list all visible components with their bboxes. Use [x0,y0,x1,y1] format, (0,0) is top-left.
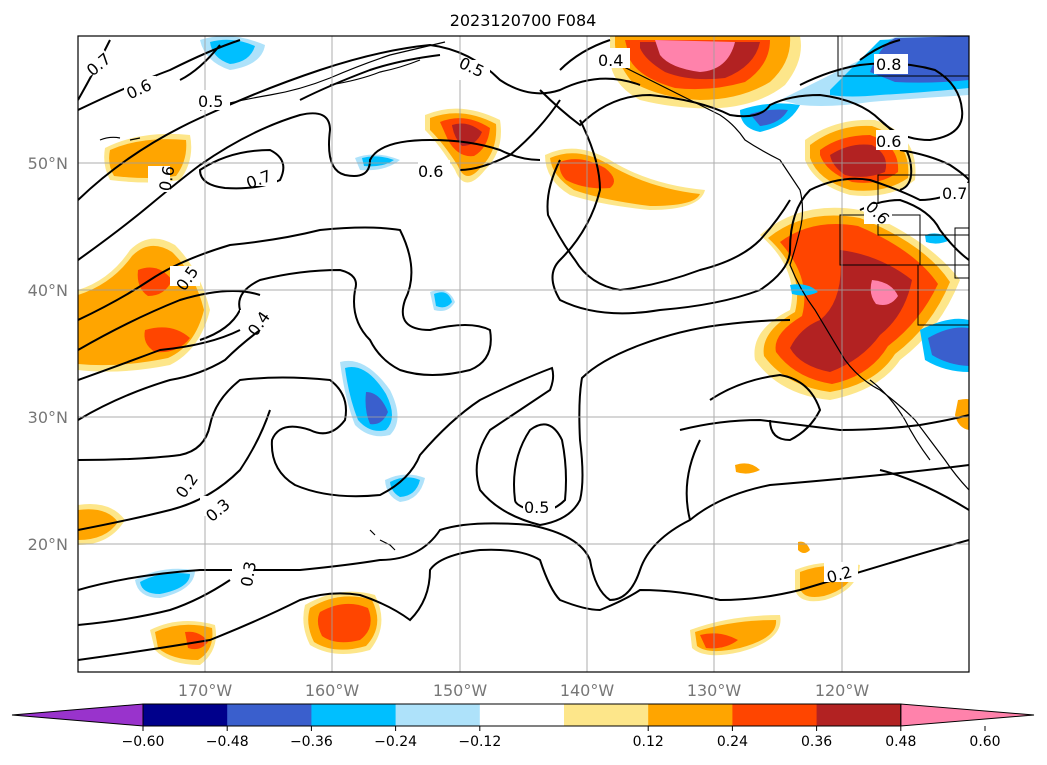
colorbar: −0.60 −0.48 −0.36 −0.24 −0.12 0.12 0.24 0.36 0.4… [11,703,1035,750]
contour-label: 0.5 [198,92,223,111]
colorbar-segment [143,704,228,726]
lon-label: 160°W [305,681,360,700]
colorbar-tick-label: −0.12 [458,734,501,750]
lon-label: 120°W [815,681,870,700]
lat-label: 30°N [28,408,68,427]
contour-lines [78,39,969,661]
latitude-labels: 50°N 40°N 30°N 20°N [28,154,68,554]
contour-label: 0.3 [237,560,260,588]
figure-title: 2023120700 F084 [450,11,597,30]
colorbar-segment [395,704,481,726]
colorbar-segment [816,704,902,726]
colorbar-tick-label: −0.24 [374,734,417,750]
lon-label: 140°W [560,681,615,700]
colorbar-tick-label: 0.24 [717,734,748,750]
contour-label: 0.6 [418,162,443,181]
colorbar-segment [564,704,649,726]
longitude-labels: 170°W 160°W 150°W 140°W 130°W 120°W [178,681,870,700]
colorbar-tick-label: 0.36 [801,734,832,750]
colorbar-tick-label: −0.36 [290,734,333,750]
colorbar-segment [732,704,818,726]
colorbar-tick-label: −0.60 [122,734,165,750]
lon-label: 170°W [178,681,233,700]
contour-label: 0.8 [876,55,901,74]
colorbar-segment [479,704,565,726]
colorbar-outline [142,703,902,727]
colorbar-tick-label: 0.12 [633,734,664,750]
contour-label: 0.7 [942,184,967,203]
map-content: 0.7 0.6 0.5 0.5 0.6 0.7 0.6 0.5 0.4 0.4 … [78,36,969,672]
colorbar-segment [311,704,397,726]
lon-label: 150°W [433,681,488,700]
contour-label: 0.6 [155,164,178,192]
map-border [77,35,970,673]
contour-label-group: 0.7 0.6 0.5 0.5 0.6 0.7 0.6 0.5 0.4 0.4 … [78,43,969,588]
shaded-anomalies [78,36,969,665]
contour-label: 0.4 [598,51,623,70]
lat-label: 40°N [28,281,68,300]
colorbar-tick-label: 0.48 [885,734,916,750]
colorbar-tick-label: 0.60 [969,734,1000,750]
colorbar-tick-label: −0.48 [206,734,249,750]
colorbar-segment [648,704,733,726]
colorbar-extend-low [11,703,144,727]
lat-label: 20°N [28,535,68,554]
gridlines [78,36,969,672]
contour-label: 0.6 [876,132,901,151]
lat-label: 50°N [28,154,68,173]
colorbar-extend-high [900,703,1035,727]
lon-label: 130°W [687,681,742,700]
contour-label: 0.5 [524,498,549,517]
colorbar-segment [227,704,312,726]
